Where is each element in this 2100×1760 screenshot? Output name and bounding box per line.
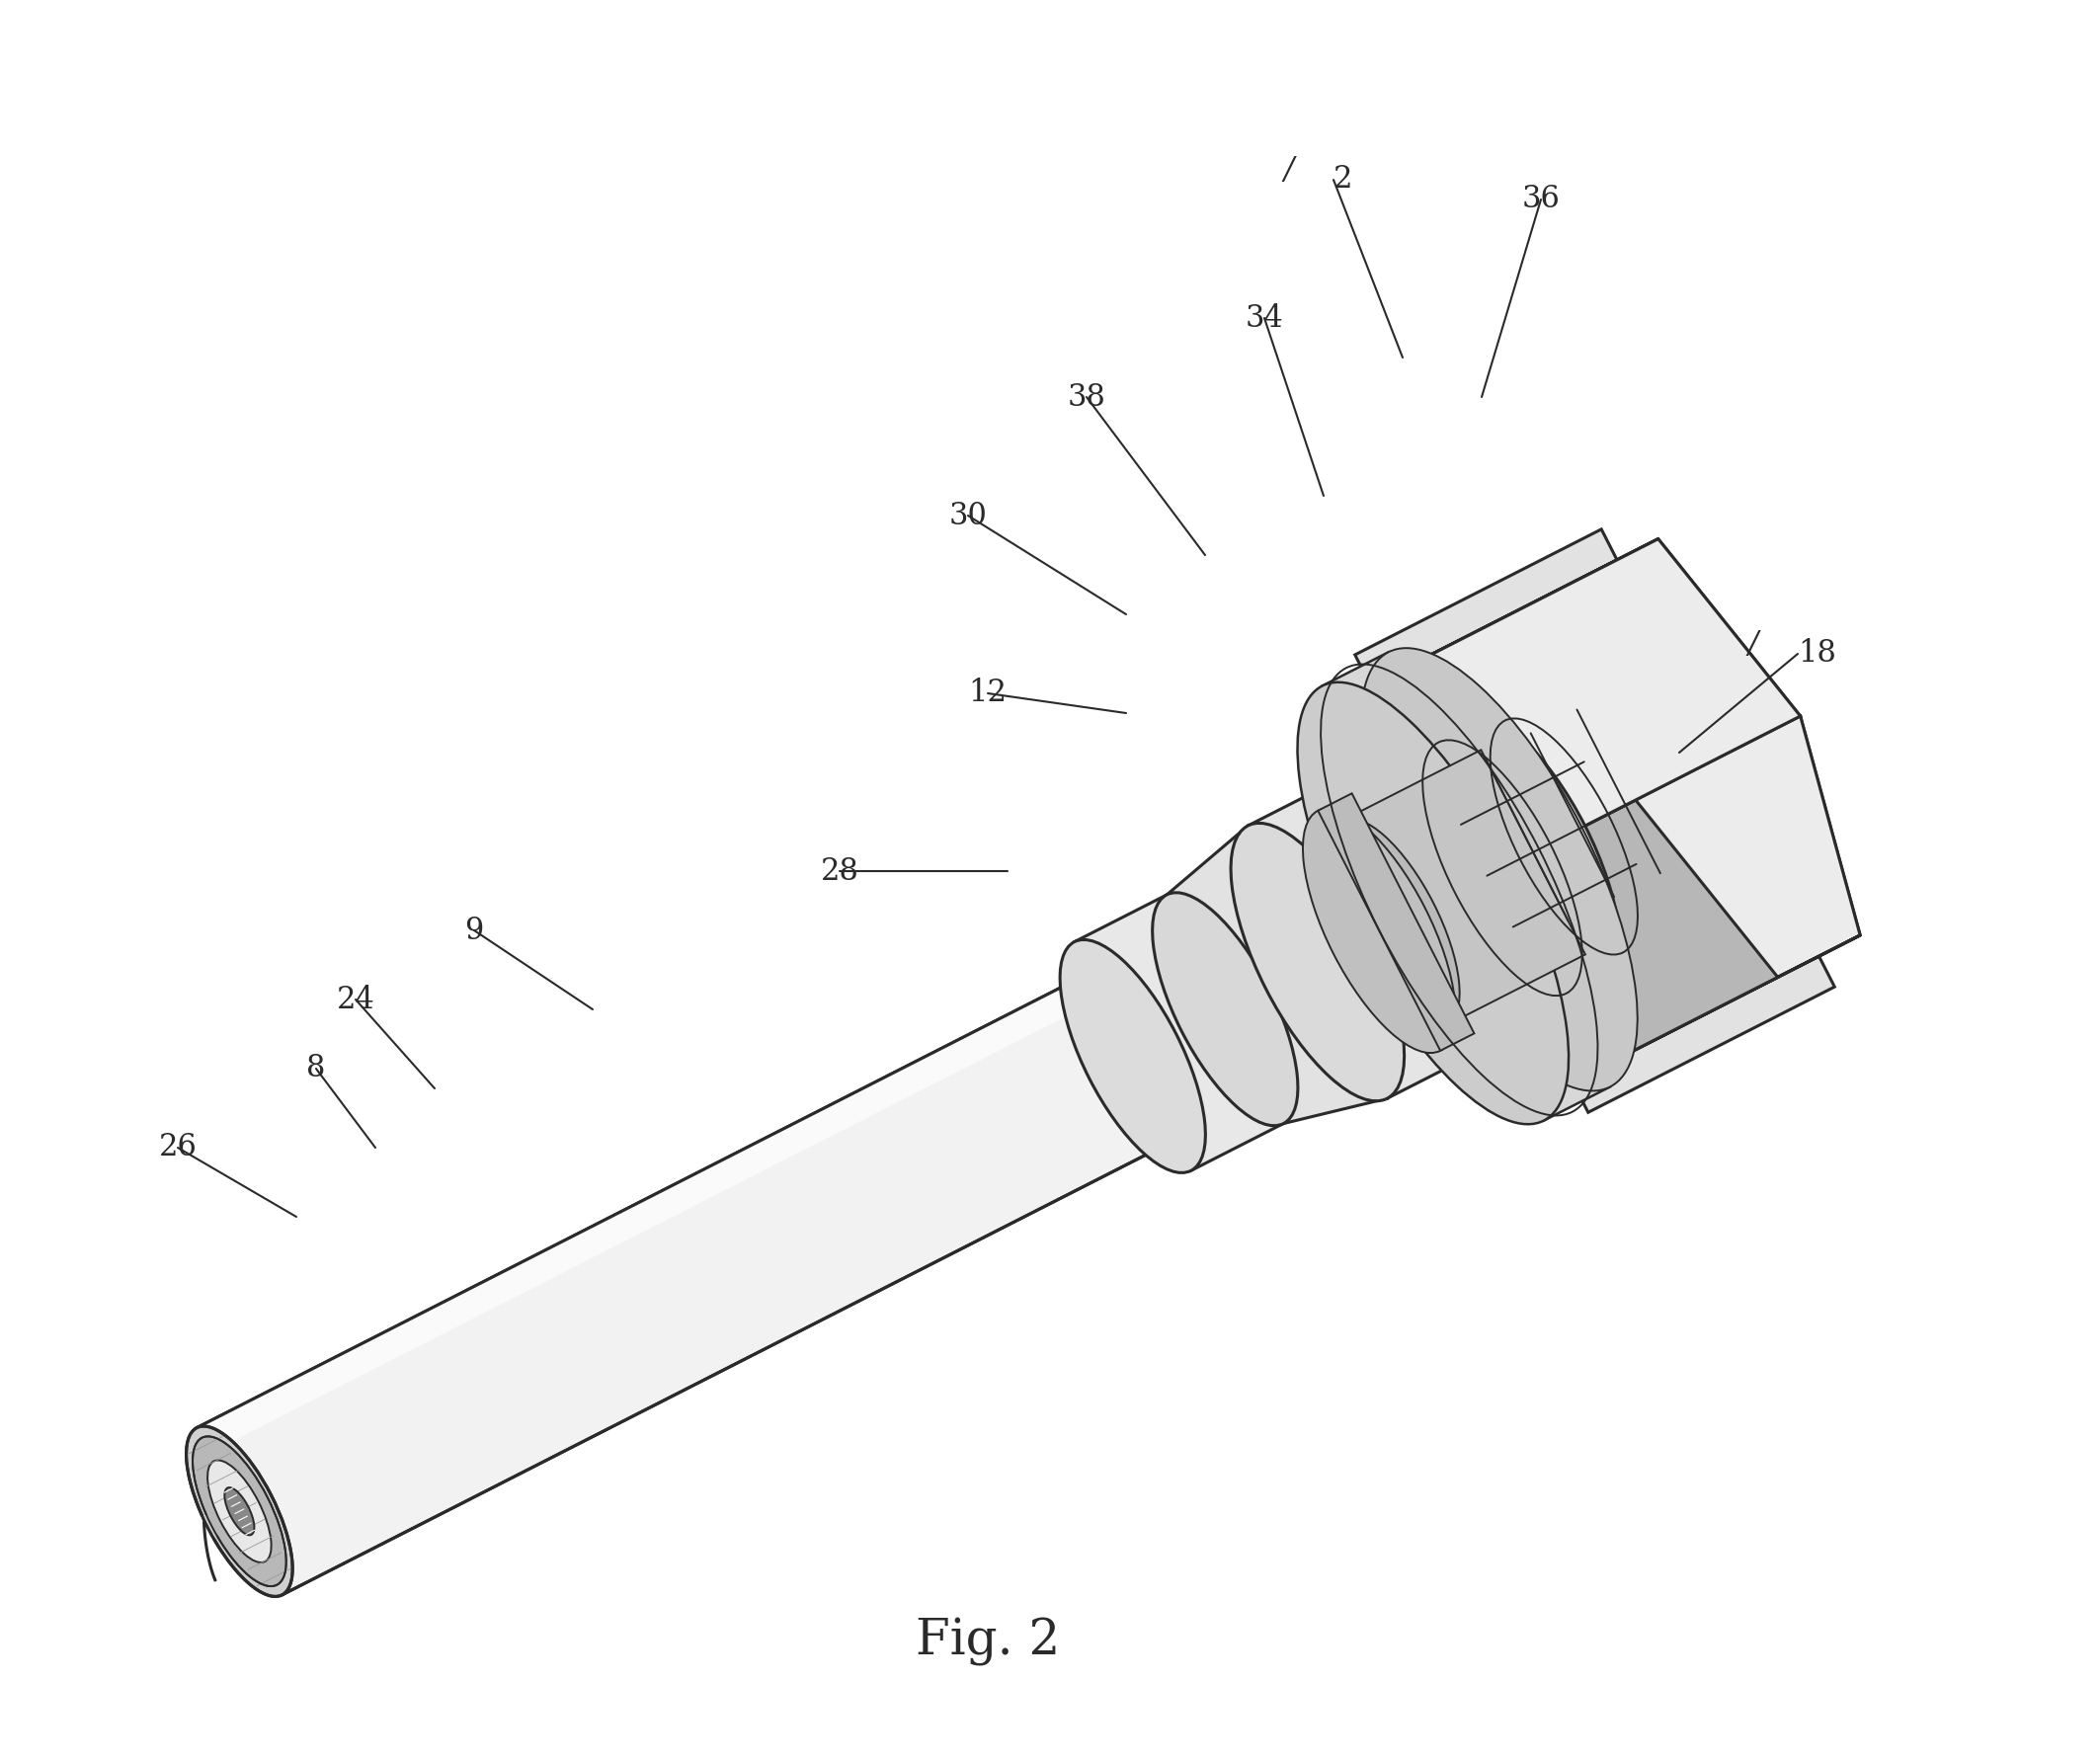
- Polygon shape: [1319, 794, 1474, 1051]
- Ellipse shape: [193, 1436, 286, 1586]
- Text: 26: 26: [160, 1132, 197, 1163]
- Polygon shape: [1354, 530, 1835, 1112]
- Polygon shape: [1329, 665, 1613, 1104]
- Polygon shape: [1342, 750, 1586, 1024]
- Text: /: /: [1747, 628, 1758, 660]
- Polygon shape: [1247, 716, 1602, 1098]
- Text: Fig. 2: Fig. 2: [916, 1617, 1061, 1667]
- Text: 28: 28: [821, 855, 859, 887]
- Polygon shape: [1390, 801, 1779, 1104]
- Ellipse shape: [208, 1461, 271, 1563]
- Polygon shape: [1554, 716, 1861, 1061]
- Polygon shape: [1075, 942, 1191, 1170]
- Polygon shape: [1411, 539, 1800, 841]
- Polygon shape: [1329, 581, 1636, 926]
- Polygon shape: [1531, 935, 1861, 1104]
- Text: /: /: [1283, 155, 1294, 185]
- Text: 24: 24: [336, 984, 374, 1016]
- Polygon shape: [1329, 539, 1659, 706]
- Ellipse shape: [225, 1487, 254, 1535]
- Text: 30: 30: [949, 500, 987, 532]
- Text: 9: 9: [464, 915, 483, 945]
- Ellipse shape: [1447, 713, 1619, 991]
- Ellipse shape: [1061, 940, 1205, 1172]
- Polygon shape: [1323, 653, 1611, 1121]
- Text: 2: 2: [1334, 164, 1352, 195]
- Text: 18: 18: [1798, 639, 1835, 669]
- Polygon shape: [1168, 825, 1386, 1123]
- Polygon shape: [1575, 539, 1861, 977]
- Ellipse shape: [1153, 892, 1298, 1126]
- Polygon shape: [197, 973, 1176, 1595]
- Ellipse shape: [1302, 808, 1455, 1052]
- Polygon shape: [197, 973, 1102, 1452]
- Ellipse shape: [1231, 824, 1405, 1102]
- Ellipse shape: [1329, 818, 1460, 1028]
- Text: 36: 36: [1522, 185, 1560, 215]
- Ellipse shape: [187, 1426, 292, 1596]
- Polygon shape: [1075, 894, 1283, 1170]
- Text: 34: 34: [1245, 303, 1283, 333]
- Ellipse shape: [1361, 648, 1638, 1091]
- Text: 8: 8: [307, 1052, 326, 1084]
- Text: 38: 38: [1067, 382, 1107, 412]
- Ellipse shape: [1298, 683, 1569, 1125]
- Text: 12: 12: [968, 678, 1008, 709]
